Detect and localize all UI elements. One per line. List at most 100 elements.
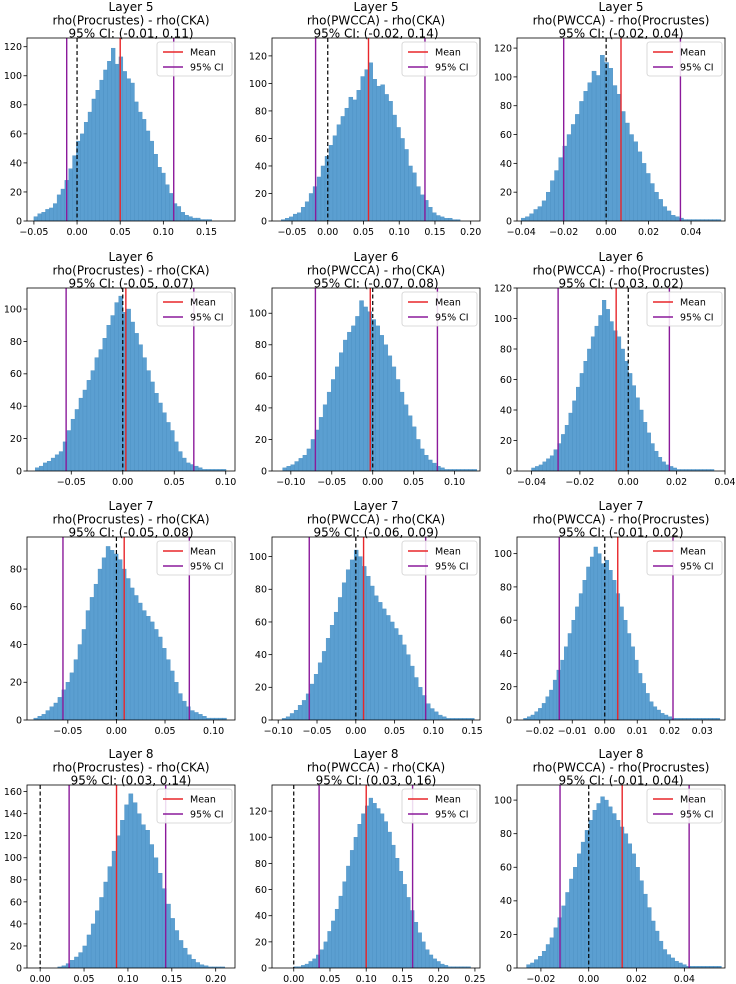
plot-area	[293, 785, 471, 968]
histogram-bar	[376, 808, 381, 968]
y-tick-label: 80	[255, 859, 267, 870]
histogram-bar	[654, 930, 660, 968]
x-tick-label: 0.10	[423, 726, 444, 737]
chart-title-line: rho(PWCCA) - rho(Procrustes)	[533, 263, 710, 277]
histogram-bar	[327, 931, 332, 968]
histogram-bar	[352, 99, 358, 221]
histogram-bar	[658, 199, 663, 221]
histogram-bar	[128, 793, 134, 968]
histogram-bar	[312, 958, 317, 968]
histogram-bar	[178, 940, 184, 968]
histogram-bar	[328, 145, 334, 221]
chart-title-line: 95% CI: (-0.02, 0.14)	[313, 27, 438, 41]
histogram-bar	[432, 958, 437, 968]
plot-area	[281, 38, 461, 221]
plot-frame	[516, 784, 726, 969]
histogram-panel: 0.00 0.05 0.10 0.15 0.20 0 20 40 60 80 100 120 140 16…	[4, 747, 236, 984]
histogram-bar	[70, 960, 75, 968]
x-tick-label: 0.04	[674, 974, 695, 984]
x-tick-label: 0.05	[73, 974, 94, 984]
x-tick-label: 0.00	[30, 974, 51, 984]
histogram-bar	[619, 606, 624, 720]
y-tick-label: 20	[500, 682, 512, 693]
histogram-bar	[378, 602, 383, 720]
histogram-bar	[579, 373, 584, 471]
chart-title-line: 95% CI: (-0.01, 0.02)	[558, 526, 683, 540]
histogram-bar	[373, 595, 379, 720]
y-tick-label: 100	[4, 71, 22, 82]
histogram-bar	[174, 930, 180, 968]
histogram-bar	[538, 464, 543, 471]
histogram-bar	[375, 325, 380, 471]
histogram-bar	[56, 194, 62, 221]
histogram-bar	[57, 697, 63, 720]
histogram-bar	[616, 336, 622, 471]
y-tick-label: 40	[500, 159, 512, 170]
histogram-bar	[162, 412, 167, 471]
histogram-bar	[60, 188, 66, 221]
histogram-bar	[343, 339, 348, 471]
x-tick-label: −0.02	[565, 477, 594, 488]
plot-frame	[26, 287, 236, 472]
histogram-bar	[428, 954, 434, 968]
histogram-bar	[81, 629, 87, 720]
histogram-bar	[184, 214, 189, 221]
histogram-bar	[379, 335, 384, 471]
y-tick-label: 100	[249, 309, 267, 320]
histogram-bar	[86, 934, 92, 968]
histogram-bar	[154, 629, 159, 720]
histogram-bar	[623, 619, 628, 720]
histogram-bar	[710, 469, 715, 471]
chart-title-line: rho(PWCCA) - rho(Procrustes)	[533, 512, 710, 526]
histogram-bar	[313, 674, 319, 720]
histogram-bar	[137, 602, 143, 720]
x-tick-label: −0.02	[526, 974, 555, 984]
histogram-bar	[198, 714, 203, 720]
histogram-bar	[649, 701, 654, 720]
histogram-bar	[122, 71, 127, 221]
histogram-bar	[402, 644, 407, 720]
histogram-bar	[361, 813, 366, 968]
x-tick-label: 0.15	[161, 974, 182, 984]
histogram-bar	[357, 556, 363, 720]
histogram-bar	[141, 824, 146, 968]
legend-mean-label: Mean	[435, 795, 461, 806]
histogram-bar	[118, 295, 123, 471]
histogram-bar	[293, 709, 299, 720]
histogram-bar	[70, 418, 76, 471]
chart-title-line: 95% CI: (0.03, 0.16)	[316, 774, 437, 788]
histogram-bar	[170, 918, 175, 968]
legend-mean-label: Mean	[680, 298, 706, 309]
x-tick-label: 0.10	[117, 974, 138, 984]
y-tick-label: 0	[16, 963, 22, 974]
histogram-bar	[153, 857, 159, 968]
histogram-bar	[306, 448, 312, 471]
histogram-bar	[78, 952, 83, 968]
plot-frame	[26, 784, 236, 969]
histogram-bar	[202, 716, 207, 720]
histogram-bar	[146, 370, 151, 471]
histogram-bar	[407, 415, 413, 471]
chart-title-line: 95% CI: (-0.07, 0.08)	[313, 277, 438, 291]
histogram-bar	[35, 467, 40, 471]
legend-mean-label: Mean	[680, 795, 706, 806]
x-tick-label: 0.02	[659, 726, 680, 737]
legend-mean-label: Mean	[680, 48, 706, 59]
histogram-bar	[596, 803, 601, 968]
x-tick-label: 0.00	[596, 227, 617, 238]
histogram-bar	[430, 708, 435, 720]
histogram-bar	[416, 186, 421, 221]
histogram-bar	[545, 944, 551, 968]
histogram-bar	[568, 412, 573, 471]
histogram-bar	[73, 659, 79, 720]
histogram-bar	[197, 467, 203, 471]
histogram-bar	[304, 963, 309, 968]
histogram-bar	[595, 75, 601, 221]
histogram-bar	[641, 683, 646, 720]
legend-ci-label: 95% CI	[435, 313, 469, 324]
histogram-bar	[337, 597, 343, 720]
histogram-bar	[324, 156, 330, 221]
histogram-bar	[440, 467, 445, 471]
x-tick-label: 0.10	[444, 477, 465, 488]
histogram-bar	[647, 907, 652, 968]
